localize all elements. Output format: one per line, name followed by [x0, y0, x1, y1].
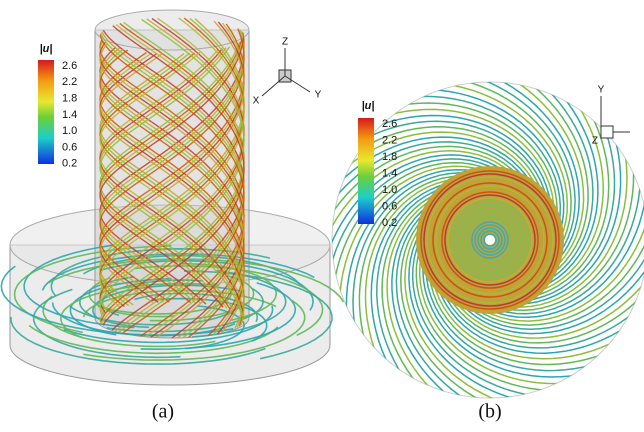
colorbar-tick-label: 1.0	[62, 125, 77, 137]
colorbar-tick-label: 2.6	[62, 60, 77, 72]
colorbar-tick-label: 2.6	[382, 118, 397, 130]
caption: (a)	[152, 401, 174, 423]
figure: |u| 2.6 2.2 1.8 1.4 1.0 0.6 0.2 Z X Y (a) |u| …	[0, 0, 644, 432]
colorbar-tick-label: 1.0	[382, 184, 397, 196]
colorbar-tick-label: 0.6	[62, 141, 77, 153]
caption: (b)	[478, 401, 501, 423]
panel-b: |u| 2.6 2.2 1.8 1.4 1.0 0.6 0.2 Y Z (b)	[316, 66, 644, 423]
colorbar-title: |u|	[40, 43, 53, 55]
colorbar-tick-label: 1.8	[382, 151, 397, 163]
colorbar	[358, 118, 374, 224]
colorbar-tick-label: 2.2	[62, 76, 77, 88]
colorbar-title: |u|	[362, 100, 375, 112]
axis-label: X	[253, 96, 260, 107]
colorbar-tick-label: 0.6	[382, 200, 397, 212]
axis-label: Y	[598, 85, 605, 96]
colorbar-tick-label: 1.4	[382, 167, 397, 179]
center-hole	[485, 235, 495, 245]
colorbar-tick-label: 0.2	[382, 217, 397, 229]
panel-a: |u| 2.6 2.2 1.8 1.4 1.0 0.6 0.2 Z X Y (a)	[1, 10, 343, 423]
axis-label: Z	[592, 136, 598, 147]
colorbar-ticks: 2.6 2.2 1.8 1.4 1.0 0.6 0.2	[62, 60, 77, 170]
colorbar-tick-label: 2.2	[382, 134, 397, 146]
colorbar-tick-label: 1.8	[62, 93, 77, 105]
axis-label: Y	[315, 90, 322, 101]
axis-label: Z	[282, 37, 288, 48]
colorbar-tick-label: 0.2	[62, 158, 77, 170]
axis-triad: Z X Y	[253, 37, 322, 107]
colorbar-tick-label: 1.4	[62, 109, 77, 121]
axis-triad: Y Z	[592, 85, 630, 147]
colorbar-ticks: 2.6 2.2 1.8 1.4 1.0 0.6 0.2	[382, 118, 397, 229]
colorbar	[38, 60, 54, 164]
